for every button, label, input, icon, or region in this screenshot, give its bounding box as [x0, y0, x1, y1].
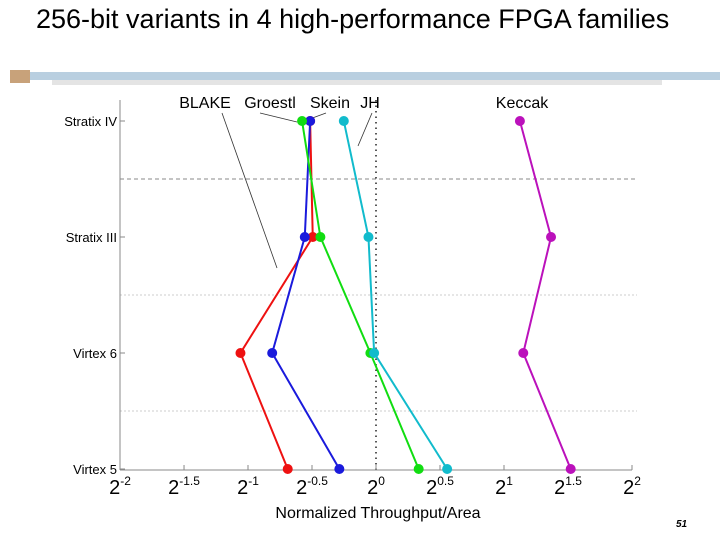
- data-point: [442, 464, 453, 474]
- data-point: [514, 116, 525, 126]
- slide-title: 256-bit variants in 4 high-performance F…: [36, 4, 670, 34]
- data-point: [282, 464, 293, 474]
- data-point: [267, 348, 278, 358]
- x-tick-exp: 1: [506, 474, 513, 488]
- data-point: [297, 116, 308, 126]
- series-label: BLAKE: [179, 95, 231, 112]
- series-line: [342, 120, 448, 470]
- decoration: [52, 80, 662, 85]
- data-point: [338, 116, 349, 126]
- series-line: [271, 120, 341, 470]
- x-tick-label: 21.5: [554, 474, 582, 499]
- data-point: [518, 348, 529, 358]
- x-tick-label: 2-2: [109, 474, 131, 499]
- data-point: [546, 232, 557, 242]
- series-label: Keccak: [496, 95, 549, 112]
- x-tick-label: 2-1.5: [168, 474, 200, 499]
- x-tick-base: 2: [495, 477, 506, 499]
- data-point: [565, 464, 576, 474]
- x-tick-base: 2: [237, 477, 248, 499]
- data-point: [413, 464, 424, 474]
- data-point: [307, 232, 318, 242]
- y-tick-label: Virtex 5: [73, 462, 117, 477]
- data-point: [305, 116, 316, 126]
- data-point: [299, 232, 310, 242]
- data-point: [235, 348, 246, 358]
- x-tick-base: 2: [426, 477, 437, 499]
- x-tick-label: 2-0.5: [296, 474, 328, 499]
- x-tick-exp: 1.5: [565, 474, 582, 488]
- x-tick-exp: 2: [634, 474, 641, 488]
- data-point: [315, 232, 326, 242]
- x-tick-label: 21: [495, 474, 513, 499]
- series-line: [301, 120, 420, 470]
- decoration: [30, 72, 720, 80]
- x-tick-base: 2: [554, 477, 565, 499]
- x-tick-exp: 0: [378, 474, 385, 488]
- arrows: [221, 112, 373, 269]
- data-point: [369, 348, 380, 358]
- data-point: [334, 464, 345, 474]
- x-tick-exp: -2: [120, 474, 131, 488]
- page-number: 51: [676, 519, 688, 530]
- x-tick-base: 2: [168, 477, 179, 499]
- decoration: [10, 70, 30, 83]
- series-label: Skein: [310, 95, 350, 112]
- series-label: JH: [360, 95, 380, 112]
- x-axis-label: Normalized Throughput/Area: [275, 505, 480, 522]
- y-tick-label: Stratix IV: [64, 114, 117, 129]
- x-tick-label: 20.5: [426, 474, 454, 499]
- series-label: Groestl: [244, 95, 296, 112]
- x-tick-exp: 0.5: [437, 474, 454, 488]
- series-line: [518, 120, 572, 470]
- x-tick-base: 2: [296, 477, 307, 499]
- x-tick-exp: -1.5: [179, 474, 200, 488]
- x-tick-label: 2-1: [237, 474, 259, 499]
- data-point: [363, 232, 374, 242]
- x-tick-base: 2: [367, 477, 378, 499]
- x-tick-base: 2: [109, 477, 120, 499]
- x-tick-exp: -1: [248, 474, 259, 488]
- y-tick-label: Stratix III: [66, 230, 117, 245]
- x-tick-label: 22: [623, 474, 641, 499]
- x-tick-label: 20: [367, 474, 385, 499]
- x-tick-base: 2: [623, 477, 634, 499]
- x-tick-exp: -0.5: [307, 474, 328, 488]
- y-tick-label: Virtex 6: [73, 346, 117, 361]
